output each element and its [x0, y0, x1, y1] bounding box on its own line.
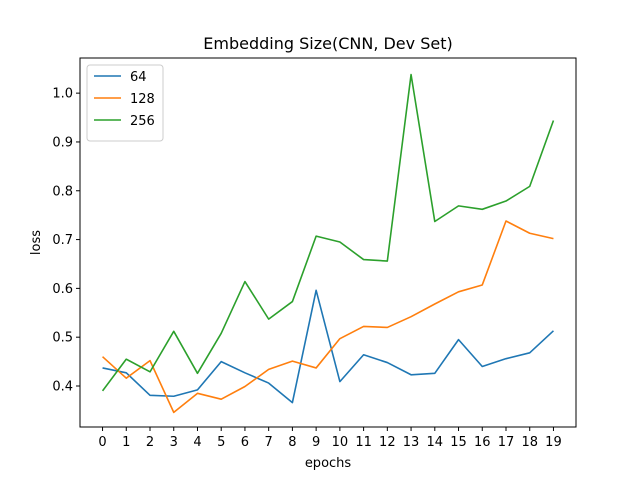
- y-tick-label-0: 0.4: [52, 380, 73, 395]
- y-tick-label-2: 0.6: [52, 282, 73, 297]
- series-line-64: [102, 289, 554, 404]
- x-tick-label-14: 14: [427, 435, 444, 450]
- x-tick-label-6: 6: [241, 435, 249, 450]
- x-tick-label-8: 8: [288, 435, 296, 450]
- legend-box: [86, 64, 164, 142]
- x-tick-label-15: 15: [450, 435, 467, 450]
- y-axis-label: loss: [29, 230, 44, 255]
- x-tick-label-2: 2: [146, 435, 154, 450]
- plot-area: [101, 73, 555, 414]
- x-tick-label-5: 5: [217, 435, 225, 450]
- x-tick-label-10: 10: [332, 435, 349, 450]
- x-tick-label-19: 19: [545, 435, 562, 450]
- series-line-256: [101, 73, 555, 392]
- x-axis: 0 1 2 3 4 5 6 7 8 9 10 11 12 13 14 15 16 17 18 19: [98, 427, 562, 450]
- x-tick-label-7: 7: [265, 435, 273, 450]
- x-tick-label-1: 1: [122, 435, 130, 450]
- x-tick-label-3: 3: [170, 435, 178, 450]
- y-tick-label-6: 1.0: [52, 87, 73, 102]
- legend-label-128: 128: [130, 92, 155, 107]
- x-axis-label: epochs: [305, 456, 352, 471]
- y-tick-label-3: 0.7: [52, 233, 73, 248]
- chart-title: Embedding Size(CNN, Dev Set): [203, 34, 452, 53]
- x-tick-label-11: 11: [355, 435, 372, 450]
- legend-label-256: 256: [130, 114, 155, 129]
- legend: 64 128 256: [86, 64, 164, 142]
- x-tick-label-12: 12: [379, 435, 396, 450]
- x-tick-label-13: 13: [403, 435, 420, 450]
- y-tick-label-1: 0.5: [52, 331, 73, 346]
- x-tick-label-9: 9: [312, 435, 320, 450]
- y-tick-label-5: 0.9: [52, 135, 73, 150]
- legend-label-64: 64: [130, 70, 147, 85]
- series-line-128: [102, 220, 554, 414]
- y-axis: 0.4 0.5 0.6 0.7 0.8 0.9 1.0: [52, 87, 80, 395]
- x-tick-label-0: 0: [98, 435, 106, 450]
- axes-frame: [79, 57, 577, 428]
- x-tick-label-4: 4: [193, 435, 201, 450]
- x-tick-label-17: 17: [498, 435, 515, 450]
- y-tick-label-4: 0.8: [52, 184, 73, 199]
- x-tick-label-18: 18: [521, 435, 538, 450]
- x-tick-label-16: 16: [474, 435, 491, 450]
